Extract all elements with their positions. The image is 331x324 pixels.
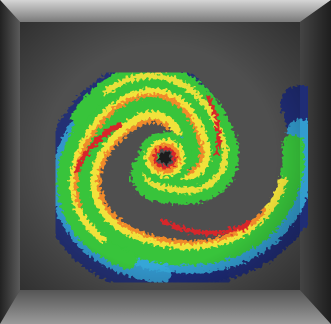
radar-vignette <box>20 22 300 290</box>
frame-bevel-left <box>0 0 20 324</box>
frame-bevel-top <box>0 0 331 22</box>
frame-bevel-bottom <box>0 290 331 324</box>
